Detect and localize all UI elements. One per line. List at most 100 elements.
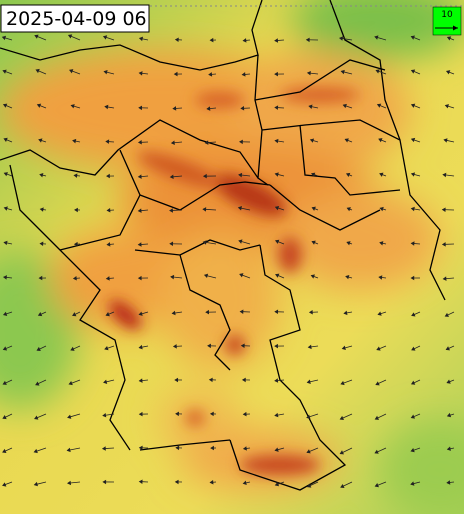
- arrow-head: [138, 36, 144, 42]
- arrow-head: [103, 379, 108, 384]
- arrow-head: [172, 344, 177, 349]
- arrow-head: [242, 38, 247, 43]
- arrow-head: [172, 106, 177, 111]
- arrow-head: [3, 206, 8, 211]
- arrow-head: [3, 240, 8, 246]
- arrow-head: [374, 415, 380, 420]
- arrow-head: [173, 71, 178, 77]
- arrow-head: [3, 137, 8, 142]
- arrow-head: [305, 37, 310, 43]
- arrow-head: [306, 414, 311, 419]
- arrow-head: [67, 414, 72, 419]
- arrow-head: [375, 381, 380, 386]
- arrow-head: [446, 70, 451, 75]
- arrow-head: [239, 309, 244, 314]
- arrow-head: [73, 241, 78, 247]
- arrow-head: [38, 275, 43, 281]
- arrow-head: [74, 207, 78, 213]
- arrow-head: [242, 480, 247, 486]
- arrow-head: [66, 447, 71, 453]
- arrow-head: [242, 411, 247, 417]
- arrow-head: [102, 412, 107, 418]
- arrow-head: [105, 276, 110, 281]
- arrow-head: [345, 274, 350, 280]
- arrow-head: [138, 105, 143, 111]
- arrow-head: [310, 274, 315, 279]
- arrow-head: [238, 172, 243, 178]
- arrow-head: [67, 480, 72, 486]
- arrow-head: [343, 310, 348, 316]
- arrow-head: [204, 140, 209, 145]
- arrow-head: [379, 172, 384, 177]
- arrow-head: [70, 104, 75, 109]
- arrow-head: [411, 312, 416, 317]
- arrow-head: [274, 138, 279, 144]
- arrow-head: [339, 415, 344, 421]
- arrow-head: [274, 105, 279, 110]
- arrow-head: [137, 208, 142, 213]
- arrow-head: [410, 206, 415, 212]
- arrow-head: [410, 380, 416, 385]
- arrow-head: [376, 346, 381, 351]
- arrow-head: [274, 309, 279, 315]
- arrow-head: [137, 275, 142, 281]
- arrow-head: [340, 483, 345, 489]
- arrow-head: [169, 174, 174, 180]
- arrow-head: [102, 479, 107, 485]
- arrow-head: [441, 242, 446, 247]
- arrow-head: [446, 379, 451, 384]
- arrow-head: [138, 411, 143, 417]
- arrow-head: [67, 34, 73, 39]
- arrow-head: [242, 446, 247, 451]
- arrow-head: [275, 239, 280, 244]
- arrow-head: [208, 377, 213, 383]
- arrow-head: [410, 69, 416, 74]
- arrow-head: [241, 72, 246, 77]
- arrow-head: [39, 173, 44, 178]
- arrow-head: [138, 445, 143, 451]
- arrow-head: [410, 481, 415, 486]
- arrow-head: [339, 36, 344, 41]
- arrow-head: [202, 240, 207, 245]
- arrow-head: [34, 34, 39, 39]
- arrow-head: [38, 138, 43, 143]
- arrow-head: [274, 482, 280, 487]
- arrow-head: [377, 311, 382, 316]
- arrow-head: [378, 138, 383, 143]
- arrow-head: [175, 445, 180, 451]
- arrow-head: [443, 138, 448, 143]
- arrow-head: [340, 380, 345, 386]
- arrow-head: [72, 312, 77, 317]
- arrow-head: [446, 446, 451, 451]
- arrow-head: [137, 140, 142, 145]
- arrow-head: [169, 241, 174, 247]
- arrow-head: [2, 482, 7, 487]
- arrow-head: [205, 309, 210, 315]
- arrow-head: [138, 311, 143, 316]
- arrow-head: [1, 35, 7, 41]
- arrow-head: [306, 70, 311, 76]
- arrow-head: [174, 479, 179, 485]
- arrow-head: [175, 411, 180, 417]
- arrow-head: [346, 207, 351, 212]
- arrow-head: [411, 346, 416, 351]
- arrow-head: [307, 483, 312, 488]
- arrow-head: [2, 69, 7, 74]
- arrow-head: [39, 207, 44, 212]
- arrow-head: [209, 37, 214, 43]
- arrow-head: [2, 311, 8, 316]
- arrow-head: [339, 450, 344, 455]
- borders: [0, 0, 446, 491]
- arrow-head: [174, 377, 179, 383]
- arrow-head: [274, 205, 280, 211]
- arrow-head: [137, 242, 142, 247]
- arrow-head: [207, 343, 211, 349]
- arrow-head: [306, 379, 311, 384]
- arrow-head: [2, 103, 8, 108]
- arrow-head: [35, 381, 40, 386]
- arrow-head: [33, 481, 38, 487]
- arrow-head: [106, 208, 111, 213]
- arrow-head: [410, 35, 415, 40]
- legend: 10: [432, 6, 462, 36]
